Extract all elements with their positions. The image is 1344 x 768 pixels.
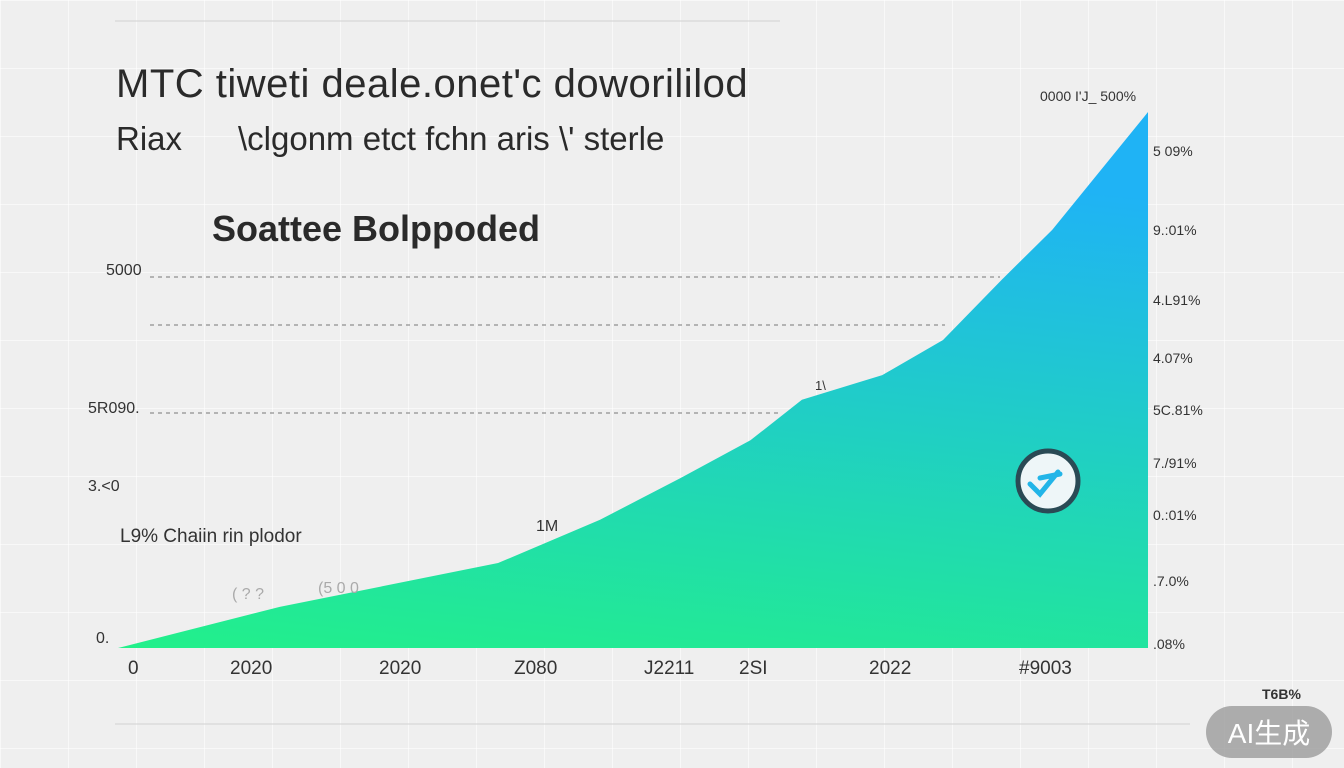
y-tick-label-right: 5 09% — [1153, 143, 1193, 159]
y-tick-label-right: 0.:01% — [1153, 507, 1197, 523]
ai-watermark-badge: AI生成 — [1206, 706, 1332, 758]
y-tick-label-right: .08% — [1153, 636, 1185, 652]
y-tick-label-left: 0. — [96, 630, 110, 647]
faint-label: (5 0 0 — [318, 580, 359, 597]
y-tick-label-right: 9.:01% — [1153, 222, 1197, 238]
x-tick-label: 2022 — [869, 658, 912, 679]
annotation-left: L9% Chaiin rin plodor — [120, 526, 302, 547]
top-right-label: 0000 I'J_ 500% — [1040, 88, 1137, 104]
x-tick-label: 2020 — [379, 658, 422, 679]
annotation-peak: 1M — [536, 518, 559, 535]
x-tick-label: Z080 — [514, 658, 558, 679]
y-tick-label-left: 5R090. — [88, 400, 140, 417]
y-tick-label-right: .7.0% — [1153, 573, 1189, 589]
x-tick-label: 2020 — [230, 658, 273, 679]
check-circle-icon[interactable] — [1015, 448, 1081, 514]
y-tick-label-right: 5C.81% — [1153, 402, 1203, 418]
area-series — [118, 112, 1148, 648]
x-tick-label: 2SI — [739, 658, 768, 679]
section-label: Soattee Bolppoded — [212, 208, 541, 249]
y-tick-label-left: 3.<0 — [88, 478, 120, 495]
y-tick-label-right: 7./91% — [1153, 455, 1197, 471]
annotation-mid: 1\ — [815, 378, 826, 393]
faint-label: ( ? ? — [232, 586, 265, 603]
y-tick-label-right: 4.07% — [1153, 350, 1193, 366]
y-tick-label-left: 5000 — [106, 262, 142, 279]
x-tick-label: J2211 — [644, 658, 695, 679]
x-tick-label: #9003 — [1019, 658, 1072, 679]
chart-title: MTC tiweti deale.onet'c doworililod — [116, 62, 749, 106]
chart-subtitle: \clgonm etct fchn aris \' sterle — [238, 120, 665, 157]
corner-label: T6B% — [1262, 686, 1301, 702]
chart-subtitle-prefix: Riax — [116, 120, 183, 157]
x-tick-label: 0 — [128, 658, 139, 679]
y-tick-label-right: 4.L91% — [1153, 292, 1201, 308]
